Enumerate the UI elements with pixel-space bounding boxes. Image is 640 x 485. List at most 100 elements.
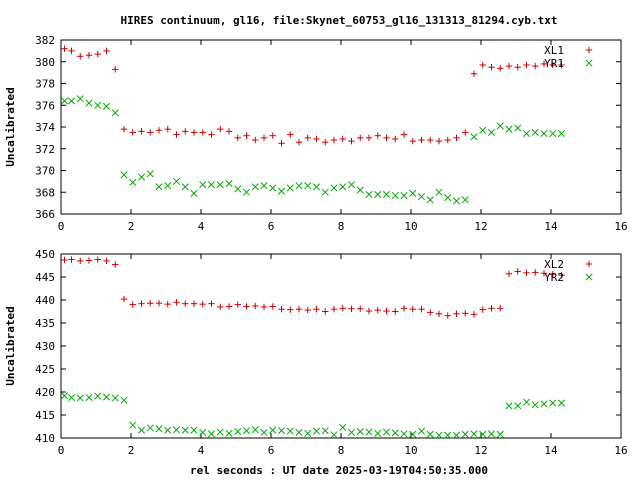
data-point xyxy=(321,188,329,196)
data-point xyxy=(497,305,504,312)
data-point xyxy=(374,190,382,198)
data-point xyxy=(129,301,136,308)
series-yr2 xyxy=(60,392,566,439)
data-point xyxy=(137,173,146,181)
x-axis-label: rel seconds : UT date 2025-03-19T04:50:3… xyxy=(190,464,488,477)
data-point xyxy=(207,181,216,189)
data-point xyxy=(269,426,277,434)
legend-label: YR2 xyxy=(544,271,564,284)
data-point xyxy=(453,310,460,317)
data-point xyxy=(208,300,215,307)
data-point xyxy=(94,50,101,58)
data-point xyxy=(488,305,495,312)
data-point xyxy=(278,306,285,313)
data-point xyxy=(111,394,119,402)
data-point xyxy=(61,45,68,52)
data-point xyxy=(234,134,241,142)
data-point xyxy=(444,136,451,144)
data-point xyxy=(479,61,486,69)
y-tick-label: 380 xyxy=(35,56,55,69)
x-tick-label: 2 xyxy=(128,220,135,233)
data-point xyxy=(304,306,311,314)
data-point xyxy=(558,271,565,279)
data-point xyxy=(505,125,513,133)
y-tick-label: 430 xyxy=(35,340,55,353)
data-point xyxy=(217,303,224,311)
data-point xyxy=(60,392,69,400)
legend-marker xyxy=(585,59,593,67)
x-tick-label: 0 xyxy=(58,220,65,233)
data-point xyxy=(339,183,347,191)
data-point xyxy=(532,269,539,276)
x-tick-label: 10 xyxy=(404,444,417,457)
data-point xyxy=(348,305,355,312)
data-point xyxy=(488,63,495,71)
data-point xyxy=(418,136,425,144)
x-tick-label: 6 xyxy=(268,220,275,233)
data-point xyxy=(216,181,224,189)
y-tick-label: 372 xyxy=(35,143,55,156)
data-point xyxy=(234,301,241,308)
data-point xyxy=(260,182,268,190)
data-point xyxy=(155,425,163,433)
data-point xyxy=(155,300,163,307)
data-point xyxy=(479,126,487,134)
data-point xyxy=(522,129,531,138)
x-tick-label: 6 xyxy=(268,444,275,457)
data-point xyxy=(138,300,145,307)
data-point xyxy=(60,97,69,105)
data-point xyxy=(313,135,320,143)
data-point xyxy=(120,171,128,179)
data-point xyxy=(330,306,338,313)
data-point xyxy=(94,256,101,263)
y-tick-label: 415 xyxy=(35,409,55,422)
data-point xyxy=(155,183,163,191)
chart-panel-1: 0 2 4 6 8 10 12 14 16 366 368 370 372 374 376 378 380 382… xyxy=(4,34,628,233)
y-tick-label: 378 xyxy=(35,78,55,91)
data-point xyxy=(479,306,486,313)
data-point xyxy=(304,429,312,437)
data-point xyxy=(357,134,364,142)
data-point xyxy=(391,429,399,437)
data-point xyxy=(383,307,390,315)
y-tick-label: 440 xyxy=(35,294,55,307)
data-point xyxy=(252,136,259,144)
data-point xyxy=(540,400,548,408)
data-point xyxy=(216,428,224,436)
data-point xyxy=(470,70,478,77)
legend-label: XL2 xyxy=(544,258,564,271)
data-point xyxy=(382,190,391,198)
data-point xyxy=(487,128,496,136)
data-point xyxy=(277,187,286,195)
data-point xyxy=(77,53,84,60)
series-xl1 xyxy=(61,45,565,147)
x-tick-label: 0 xyxy=(58,444,65,457)
data-point xyxy=(199,129,206,136)
data-point xyxy=(225,303,233,310)
x-tick-label: 4 xyxy=(198,220,205,233)
data-point xyxy=(558,61,565,69)
data-point xyxy=(400,131,408,138)
data-point xyxy=(225,429,233,437)
data-point xyxy=(435,188,443,196)
data-point xyxy=(462,310,469,317)
legend-label: YR1 xyxy=(544,57,564,70)
legend-marker xyxy=(585,260,593,268)
data-point xyxy=(392,308,399,315)
data-point xyxy=(514,268,521,275)
data-point xyxy=(295,306,303,313)
data-point xyxy=(532,62,539,70)
data-point xyxy=(462,129,469,136)
data-point xyxy=(155,127,163,134)
data-point xyxy=(523,269,530,277)
chart-panels: 0 2 4 6 8 10 12 14 16 366 368 370 372 374 376 378 380 382… xyxy=(4,34,628,457)
data-point xyxy=(243,132,250,139)
data-point xyxy=(392,135,399,143)
data-point xyxy=(129,421,137,429)
data-point xyxy=(470,133,478,141)
data-point xyxy=(68,47,75,55)
data-point xyxy=(173,299,180,306)
data-point xyxy=(234,185,242,193)
series-yr1 xyxy=(60,95,566,205)
data-point xyxy=(181,183,189,191)
